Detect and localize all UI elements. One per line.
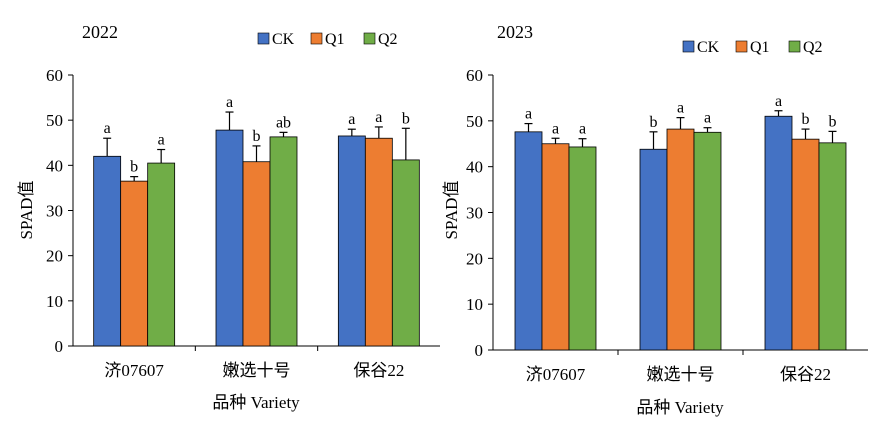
bar-q1 [120,180,149,347]
significance-label: a [226,94,233,111]
bar-ck [93,155,122,347]
legend-label: Q1 [325,31,345,48]
y-tick-label: 60 [46,66,63,85]
x-tick-label: 济07607 [526,365,586,384]
bar-ck [639,148,668,351]
significance-label: b [253,128,261,145]
bar-q1 [541,143,570,351]
bar-ck [514,131,543,351]
y-axis-label: SPAD值 [442,181,461,240]
legend-swatch-q1 [310,32,323,45]
bar-q1 [364,137,393,347]
y-tick-label: 50 [466,112,483,131]
x-tick-label: 济07607 [104,361,164,380]
legend-swatch-ck [257,32,270,45]
y-tick-label: 0 [475,341,484,360]
x-axis-label: 品种 Variety [636,398,724,417]
significance-label: b [130,159,138,176]
x-tick-label: 保谷22 [353,361,404,380]
significance-label: a [704,110,711,127]
y-tick-label: 20 [46,247,63,266]
y-tick-label: 40 [466,158,483,177]
bar-q2 [391,159,420,347]
legend-label: Q1 [750,39,770,56]
x-tick-label: 保谷22 [780,365,831,384]
bar-q1 [791,138,820,351]
significance-label: a [775,93,782,110]
significance-label: a [348,111,355,128]
legend-label: CK [272,31,295,48]
bar-q2 [693,131,722,351]
y-tick-label: 10 [466,295,483,314]
legend-swatch-ck [682,40,695,53]
significance-label: a [158,132,165,149]
bar-ck [764,115,793,351]
chart-title: 2023 [497,22,533,42]
significance-label: b [802,111,810,128]
bar-q1 [666,128,695,351]
significance-label: b [829,113,837,130]
significance-label: a [677,100,684,117]
legend-label: Q2 [803,39,823,56]
bar-q1 [242,161,271,347]
bar-ck [215,129,244,347]
y-tick-label: 50 [46,111,63,130]
chart-title: 2022 [82,22,118,42]
legend-swatch-q2 [363,32,376,45]
x-axis-label: 品种 Variety [212,393,300,412]
significance-label: a [525,106,532,123]
y-tick-label: 60 [466,66,483,85]
bar-q2 [818,142,847,351]
chart-panel-2022: 20220102030405060SPAD值济07607aba嫩选十号abab保… [17,22,440,412]
x-tick-label: 嫩选十号 [223,361,291,380]
significance-label: b [402,110,410,127]
legend-label: CK [697,39,720,56]
significance-label: b [650,114,658,131]
y-tick-label: 10 [46,292,63,311]
bar-q2 [269,136,298,347]
y-tick-label: 30 [46,202,63,221]
significance-label: ab [276,114,291,131]
y-tick-label: 20 [466,249,483,268]
bar-q2 [568,146,597,351]
bar-q2 [147,162,176,347]
legend-swatch-q2 [788,40,801,53]
y-axis-label: SPAD值 [17,181,36,240]
y-tick-label: 30 [466,204,483,223]
significance-label: a [579,121,586,138]
y-tick-label: 40 [46,156,63,175]
legend-label: Q2 [378,31,398,48]
y-tick-label: 0 [55,337,64,356]
legend-swatch-q1 [735,40,748,53]
significance-label: a [104,120,111,137]
significance-label: a [375,109,382,126]
significance-label: a [552,120,559,137]
bar-ck [337,135,366,347]
x-tick-label: 嫩选十号 [647,365,715,384]
